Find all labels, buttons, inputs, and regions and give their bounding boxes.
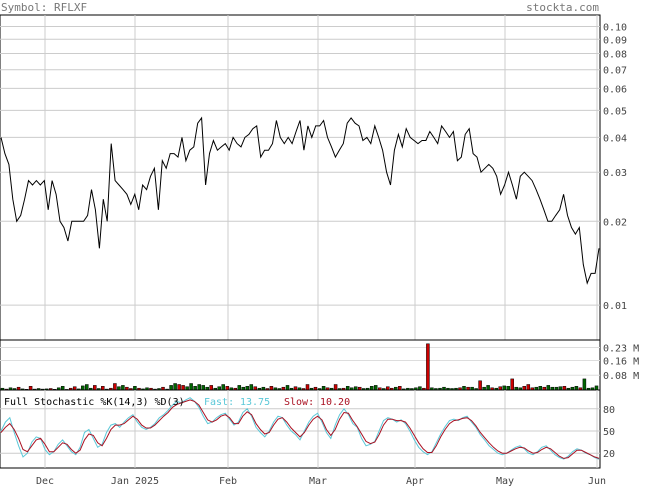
x-tick-label: Jun [588, 476, 606, 486]
volume-panel: 0.23 M0.16 M 0.08 M [0, 339, 639, 391]
volume-bar [510, 378, 514, 391]
volume-bar [486, 385, 490, 391]
volume-bar [526, 384, 531, 391]
stochastic-tick-label: 80 [603, 405, 615, 416]
volume-bar [373, 385, 378, 391]
volume-bar [85, 384, 89, 391]
symbol-label: Symbol: RFLXF [1, 1, 87, 14]
volume-panel-frame [0, 339, 601, 391]
x-tick-label: Mar [309, 476, 327, 486]
price-grid [0, 15, 600, 340]
volume-bar [478, 380, 482, 391]
stochastic-panel-frame [0, 389, 601, 469]
volume-bar [225, 386, 230, 391]
price-tick-label: 0.05 [603, 106, 627, 117]
slow-value: 10.20 [320, 397, 350, 408]
stochastic-title: Full Stochastic %K(14,3) %D(3) [4, 397, 185, 408]
price-tick-label: 0.04 [603, 133, 627, 144]
stochastic-grid [0, 390, 600, 468]
volume-bar [201, 385, 205, 391]
volume-bar [462, 386, 466, 391]
volume-bar [582, 378, 587, 391]
slow-label: Slow: [284, 397, 314, 408]
price-line [0, 116, 600, 285]
stochastic-tick-label: 20 [603, 449, 615, 460]
volume-bar [93, 385, 97, 391]
volume-bar [369, 386, 374, 391]
volume-bar [28, 386, 33, 391]
volume-bar [285, 385, 290, 391]
volume-bar [305, 384, 310, 391]
volume-y-axis: 0.23 M0.16 M 0.08 M [603, 344, 639, 383]
x-tick-label: May [496, 476, 514, 486]
volume-bar [426, 343, 430, 391]
volume-bar [193, 386, 197, 391]
volume-bar [594, 385, 599, 391]
volume-bar [245, 386, 250, 391]
x-tick-label: Apr [406, 476, 424, 486]
volume-bar [574, 386, 579, 391]
volume-bar [81, 385, 85, 391]
volume-bar [189, 383, 193, 391]
stochastic-slow-line [0, 399, 600, 459]
fast-value: 13.75 [240, 397, 270, 408]
stochastic-y-axis: 80 50 20 [603, 405, 615, 460]
volume-bar [562, 386, 567, 391]
volume-bar [333, 384, 338, 391]
price-panel-frame [0, 14, 601, 341]
volume-bar [121, 385, 125, 391]
volume-bar [113, 383, 117, 391]
price-y-axis: 0.100.09 0.08 0.07 0.06 0.05 0.04 0.03 0.02 0.01 [603, 23, 627, 313]
volume-bar [173, 383, 177, 391]
date-x-axis: Dec Jan 2025 Feb Mar Apr May Jun [36, 476, 606, 486]
volume-bar [101, 386, 105, 391]
volume-bar [133, 386, 137, 391]
volume-bar [522, 386, 526, 391]
price-tick-label: 0.06 [603, 84, 627, 95]
site-link[interactable]: stockta.com [526, 1, 599, 14]
volume-bar [502, 385, 506, 391]
price-tick-label: 0.07 [603, 66, 627, 77]
volume-tick-label: 0.08 M [603, 371, 639, 382]
volume-bar [237, 385, 242, 391]
volume-bar [269, 386, 274, 391]
x-tick-label: Jan 2025 [111, 476, 159, 486]
price-tick-label: 0.08 [603, 50, 627, 61]
price-tick-label: 0.01 [603, 301, 627, 312]
volume-bar [221, 384, 225, 391]
volume-bar [169, 385, 173, 391]
x-tick-label: Feb [219, 476, 237, 486]
price-tick-label: 0.02 [603, 217, 627, 228]
volume-bar [321, 386, 326, 391]
fast-label: Fast: [204, 397, 234, 408]
volume-bar [177, 384, 181, 391]
price-panel: 0.100.09 0.08 0.07 0.06 0.05 0.04 0.03 0.02 0.01 [0, 14, 627, 341]
volume-bars [0, 343, 600, 391]
volume-bar [546, 385, 551, 391]
volume-bar [538, 386, 543, 391]
stochastic-tick-label: 50 [603, 427, 615, 438]
price-tick-label: 0.03 [603, 168, 627, 179]
volume-bar [506, 386, 510, 391]
volume-bar [181, 385, 185, 391]
volume-bar [345, 386, 350, 391]
volume-bar [60, 386, 65, 391]
volume-tick-label: 0.23 M [603, 344, 639, 355]
volume-bar [398, 386, 402, 391]
volume-bar [249, 384, 254, 391]
volume-bar [197, 384, 201, 391]
x-tick-label: Dec [36, 476, 54, 486]
stochastic-panel: 80 50 20 Full Stochastic %K(14,3) %D(3) Fa… [0, 389, 615, 469]
price-tick-label: 0.10 [603, 23, 627, 34]
volume-bar [209, 385, 213, 391]
price-tick-label: 0.09 [603, 35, 627, 46]
volume-tick-label: 0.16 M [603, 356, 639, 367]
